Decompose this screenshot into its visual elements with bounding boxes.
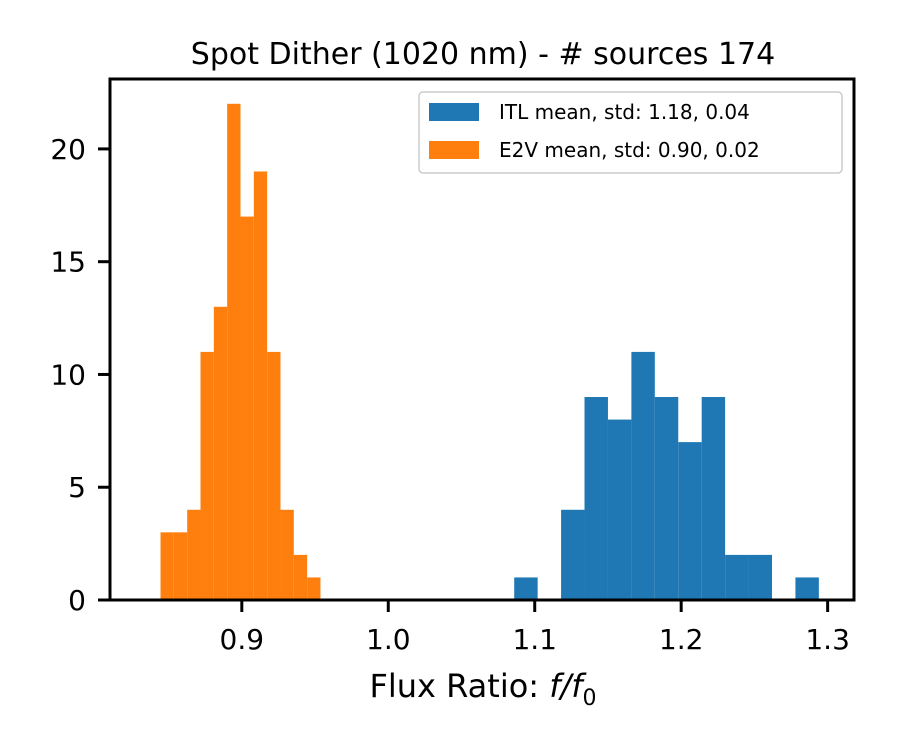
histogram-bar-itl-3 [607, 419, 632, 600]
histogram-bar-itl-1 [561, 509, 585, 600]
histogram-bar-e2v-11 [307, 577, 321, 600]
histogram-bar-itl-0 [514, 577, 538, 600]
y-tick-label: 5 [68, 471, 86, 504]
histogram-bar-e2v-3 [200, 351, 214, 600]
x-tick-label: 1.0 [366, 623, 411, 656]
histogram-bar-e2v-10 [293, 554, 308, 600]
histogram-bar-e2v-2 [187, 509, 201, 600]
y-tick-label: 10 [50, 358, 86, 391]
x-tick-label: 0.9 [220, 623, 265, 656]
histogram-bar-e2v-5 [227, 103, 241, 601]
histogram-bar-e2v-1 [173, 532, 188, 600]
legend-label-itl: ITL mean, std: 1.18, 0.04 [499, 100, 750, 124]
legend-swatch-itl [429, 103, 479, 121]
x-tick-label: 1.1 [512, 623, 557, 656]
x-axis-label-prefix: Flux Ratio: [369, 667, 549, 705]
x-axis-label-math: f/f [549, 667, 587, 705]
histogram-bar-e2v-6 [240, 216, 254, 601]
histogram-bar-e2v-7 [253, 171, 268, 600]
histogram-bar-e2v-9 [280, 509, 294, 600]
histogram-bar-itl-7 [701, 397, 726, 600]
histogram-bar-itl-4 [631, 351, 655, 600]
histogram-bar-itl-2 [584, 397, 608, 600]
y-tick-label: 20 [50, 133, 86, 166]
y-tick-label: 15 [50, 246, 86, 279]
x-axis-ticks: 0.9 1.0 1.1 1.2 1.3 [220, 600, 850, 656]
histogram-bar-itl-9 [748, 554, 772, 600]
legend-swatch-e2v [429, 141, 479, 159]
y-tick-label: 0 [68, 584, 86, 617]
x-axis-label-subscript: 0 [583, 686, 597, 711]
legend-label-e2v: E2V mean, std: 0.90, 0.02 [499, 138, 760, 162]
histogram-bar-itl-10 [795, 577, 819, 600]
legend: ITL mean, std: 1.18, 0.04 E2V mean, std:… [418, 91, 843, 174]
histogram-bar-itl-8 [725, 554, 749, 600]
histogram-bar-itl-6 [678, 442, 702, 600]
x-tick-label: 1.2 [659, 623, 704, 656]
histogram-bar-itl-5 [654, 397, 679, 600]
histogram-bar-e2v-8 [267, 351, 281, 600]
histogram-bars [160, 103, 819, 601]
x-tick-label: 1.3 [805, 623, 850, 656]
plot-frame [108, 77, 856, 602]
x-axis-label: Flux Ratio: f/f0 [369, 667, 596, 711]
chart-title: Spot Dither (1020 nm) - # sources 174 [191, 37, 775, 72]
y-axis-ticks: 0 5 10 15 20 [50, 133, 110, 617]
histogram-bar-e2v-4 [213, 306, 228, 600]
histogram-bar-e2v-0 [160, 532, 174, 600]
legend-frame [418, 91, 843, 174]
